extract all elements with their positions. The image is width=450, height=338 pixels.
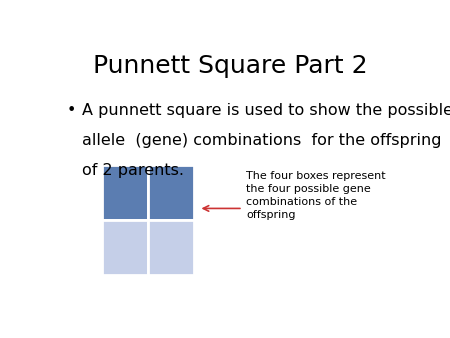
Bar: [102, 166, 148, 220]
Text: •: •: [67, 103, 76, 118]
Bar: [102, 220, 148, 275]
Bar: [148, 220, 194, 275]
Text: Punnett Square Part 2: Punnett Square Part 2: [93, 54, 368, 78]
Text: allele  (gene) combinations  for the offspring: allele (gene) combinations for the offsp…: [82, 133, 442, 148]
Bar: [148, 166, 194, 220]
Text: The four boxes represent
the four possible gene
combinations of the
offspring: The four boxes represent the four possib…: [246, 171, 386, 220]
Text: of 2 parents.: of 2 parents.: [82, 163, 184, 178]
Text: A punnett square is used to show the possible: A punnett square is used to show the pos…: [82, 103, 450, 118]
